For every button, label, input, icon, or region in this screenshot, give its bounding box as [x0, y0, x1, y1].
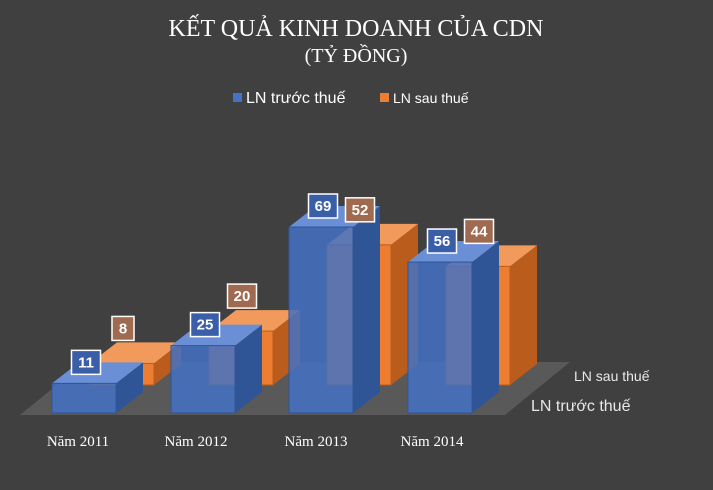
- data-label-box: [70, 349, 102, 376]
- data-label-value: 11: [78, 354, 94, 371]
- bar-front: [407, 261, 473, 414]
- legend-swatch-ln-sau-thue: [380, 93, 389, 102]
- data-label-value: 44: [471, 223, 488, 240]
- category-label-2011: Năm 2011: [47, 434, 109, 450]
- data-label-value: 52: [352, 202, 369, 219]
- legend-label-ln-sau-thue: LN sau thuế: [393, 90, 469, 106]
- bar-side: [472, 241, 499, 413]
- data-label-box: [226, 283, 258, 309]
- bar-front: [51, 382, 117, 414]
- bar-front: [170, 345, 236, 414]
- legend: LN trước thuế LN sau thuế: [233, 90, 469, 107]
- bar-ln-truoc-thue-2012: [170, 324, 262, 414]
- data-label-value: 8: [119, 320, 127, 337]
- data-label-box: [189, 311, 221, 338]
- chart-title: KẾT QUẢ KINH DOANH CỦA CDN: [169, 15, 544, 42]
- data-label-ln-truoc-thue-2012: 25: [189, 311, 221, 338]
- data-label-ln-sau-thue-2012: 20: [226, 283, 258, 309]
- bar-side: [116, 362, 143, 413]
- category-label-2013: Năm 2013: [285, 434, 348, 450]
- series-axis-label-ln-sau-thue: LN sau thuế: [574, 368, 650, 384]
- category-label-2012: Năm 2012: [165, 434, 228, 450]
- data-label-value: 20: [234, 288, 251, 305]
- data-label-ln-truoc-thue-2013: 69: [307, 193, 339, 219]
- data-label-value: 69: [315, 198, 332, 215]
- bar-ln-truoc-thue-2014: [407, 241, 499, 414]
- data-label-box: [344, 197, 376, 223]
- bar-side: [353, 206, 380, 413]
- data-label-ln-sau-thue-2014: 44: [463, 218, 495, 245]
- legend-swatch-ln-truoc-thue: [233, 93, 242, 102]
- chart-subtitle: (TỶ ĐỒNG): [305, 43, 408, 67]
- bars: 11 8 25 20 69 52 56 44: [51, 193, 537, 414]
- data-label-ln-sau-thue-2011: 8: [111, 315, 135, 342]
- bar-front: [288, 226, 354, 414]
- data-label-box: [307, 193, 339, 219]
- bar-ln-truoc-thue-2013: [288, 206, 380, 414]
- legend-label-ln-truoc-thue: LN trước thuế: [246, 90, 346, 107]
- data-label-ln-sau-thue-2013: 52: [344, 197, 376, 223]
- data-label-box: [111, 315, 135, 342]
- bar-side: [510, 245, 537, 385]
- bar-side: [235, 324, 262, 413]
- category-label-2014: Năm 2014: [401, 434, 464, 450]
- data-label-value: 25: [197, 317, 214, 334]
- data-label-box: [463, 218, 495, 245]
- data-label-value: 56: [434, 233, 451, 250]
- bar-top: [90, 342, 181, 364]
- data-label-ln-truoc-thue-2011: 11: [70, 349, 102, 376]
- series-axis-label-ln-truoc-thue: LN trước thuế: [531, 398, 631, 415]
- data-label-ln-truoc-thue-2014: 56: [426, 228, 458, 254]
- data-label-box: [426, 228, 458, 254]
